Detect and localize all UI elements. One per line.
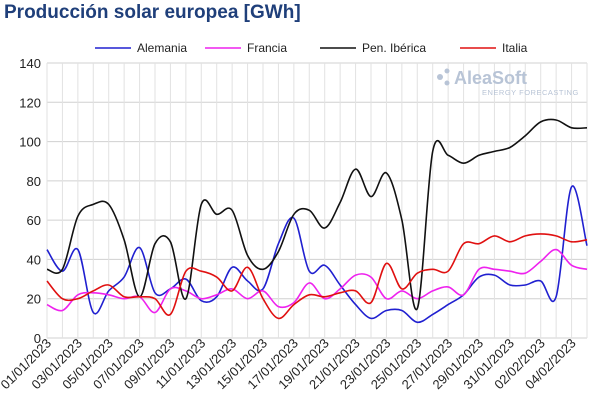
series-line-italia [46,233,588,320]
legend: Alemania Francia Pen. Ibérica Italia [95,41,528,55]
legend-label: Alemania [137,41,187,55]
y-tick-label: 0 [34,331,41,346]
y-tick-label: 140 [19,56,41,71]
series-line-pen-ib-rica [46,118,588,311]
aleasoft-logo: AleaSoft ENERGY FORECASTING [437,68,579,97]
logo-dot [444,68,450,74]
legend-label: Francia [247,41,287,55]
y-tick-label: 100 [19,135,41,150]
series-lines [46,118,588,324]
legend-label: Pen. Ibérica [362,41,426,55]
x-axis-ticks: 01/01/202303/01/202305/01/202307/01/2023… [0,336,579,393]
y-tick-label: 120 [19,95,41,110]
legend-label: Italia [502,41,528,55]
series-line-alemania [46,185,588,324]
y-tick-label: 20 [27,292,41,307]
y-tick-label: 60 [27,213,41,228]
y-tick-label: 80 [27,174,41,189]
logo-tagline: ENERGY FORECASTING [482,88,579,97]
y-axis-ticks: 0 20 40 60 80 100 120 140 [19,56,41,346]
chart-title: Producción solar europea [GWh] [4,2,301,23]
y-tick-label: 40 [27,252,41,267]
logo-name: AleaSoft [454,68,527,88]
logo-dot [437,74,443,80]
logo-dot [444,80,450,86]
